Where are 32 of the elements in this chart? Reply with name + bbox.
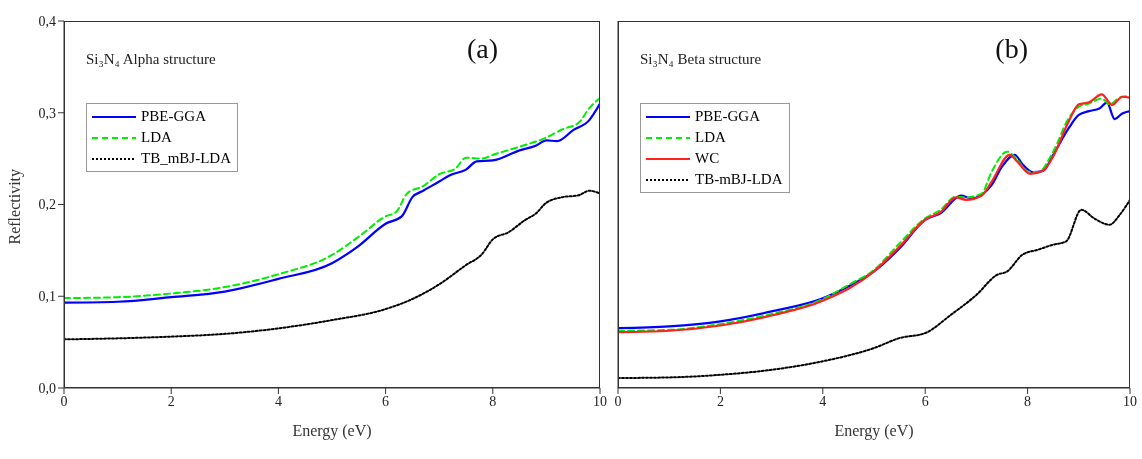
x-tick-label: 2 <box>167 393 175 409</box>
x-tick-label: 4 <box>819 393 827 409</box>
line-series <box>64 189 600 341</box>
annotation: (a) <box>466 33 498 65</box>
x-tick-label: 6 <box>921 393 929 409</box>
legend-label: PBE-GGA <box>141 108 207 125</box>
legend-label: PBE-GGA <box>695 108 761 125</box>
legend-label: TB_mBJ-LDA <box>141 150 231 167</box>
x-tick-label: 0 <box>614 393 622 409</box>
legend-label: WC <box>695 150 720 167</box>
text: Si₃N₄ Beta structure <box>640 51 762 68</box>
y-tick-label: 0,2 <box>38 197 56 213</box>
legend-label: LDA <box>141 129 172 146</box>
legend-label: LDA <box>695 129 726 146</box>
text: (b) <box>995 33 1028 65</box>
x-tick-label: 6 <box>382 393 390 409</box>
x-tick-label: 2 <box>716 393 724 409</box>
x-tick-label: 8 <box>489 393 497 409</box>
annotation: Si₃N₄ Alpha structure <box>86 51 216 68</box>
x-tick-label: 10 <box>593 393 607 409</box>
y-tick-label: 0,3 <box>38 105 56 121</box>
x-tick-label: 0 <box>60 393 68 409</box>
y-tick-label: 0,4 <box>38 13 56 29</box>
legend-label: TB-mBJ-LDA <box>695 171 783 188</box>
x-axis-title: Energy (eV) <box>834 422 914 440</box>
y-tick-label: 0,0 <box>38 380 56 396</box>
x-tick-label: 8 <box>1024 393 1032 409</box>
x-axis-title: Energy (eV) <box>292 422 372 440</box>
x-tick-label: 4 <box>274 393 282 409</box>
y-axis-title: Reflectivity <box>5 168 24 245</box>
y-tick-label: 0,1 <box>38 289 56 305</box>
x-tick-label: 10 <box>1123 393 1137 409</box>
